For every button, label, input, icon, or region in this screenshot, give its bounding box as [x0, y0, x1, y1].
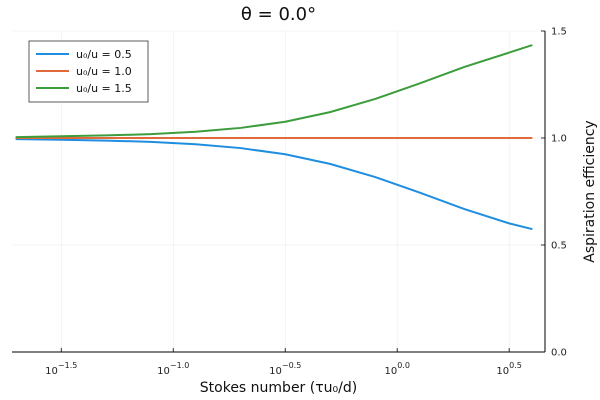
legend-label: u₀/u = 1.0 — [76, 65, 132, 78]
x-tick-label: 10−1.0 — [157, 361, 189, 377]
ticks: 10−1.5 10−1.0 10−0.5 100.0 100.5 0.0 0.5 1.0 1.5 — [45, 27, 567, 378]
legend: u₀/u = 0.5 u₀/u = 1.0 u₀/u = 1.5 — [28, 40, 149, 103]
series — [15, 44, 533, 230]
y-tick-label: 0.5 — [551, 241, 567, 252]
x-axis-title: Stokes number (τu₀/d) — [200, 380, 357, 396]
y-tick-label: 0.0 — [551, 348, 567, 359]
series-line-3 — [15, 44, 533, 139]
axes — [12, 31, 546, 353]
y-tick-label: 1.0 — [551, 134, 567, 145]
legend-label: u₀/u = 1.5 — [76, 82, 132, 95]
x-tick-label: 10−1.5 — [45, 361, 77, 377]
legend-label: u₀/u = 0.5 — [76, 48, 132, 61]
y-tick-label: 1.5 — [551, 27, 567, 38]
y-axis-title: Aspiration efficiency — [582, 120, 598, 262]
x-tick-label: 100.5 — [496, 361, 521, 377]
x-tick-label: 100.0 — [384, 361, 409, 377]
series-line-1 — [15, 138, 533, 230]
chart-title: θ = 0.0° — [241, 4, 316, 25]
x-tick-label: 10−0.5 — [269, 361, 301, 377]
